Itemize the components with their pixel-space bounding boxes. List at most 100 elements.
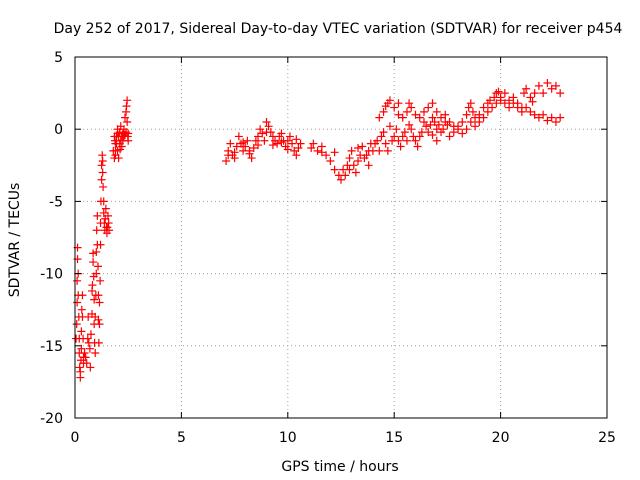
data-point [345, 154, 354, 163]
data-point [415, 113, 424, 122]
data-point [98, 156, 107, 165]
data-point [475, 117, 484, 126]
data-point [379, 128, 388, 137]
data-point [428, 99, 437, 108]
data-point [288, 139, 297, 148]
data-point [526, 93, 535, 102]
data-point [428, 130, 437, 139]
data-point [439, 125, 448, 134]
data-point [375, 146, 384, 155]
data-point [77, 305, 86, 314]
data-point [390, 132, 399, 141]
data-point [258, 129, 267, 138]
data-point [530, 89, 539, 98]
data-point [317, 148, 326, 157]
data-point [432, 107, 441, 116]
data-point [530, 110, 539, 119]
data-point [294, 143, 303, 152]
data-point [224, 151, 233, 160]
data-point [99, 182, 108, 191]
data-point [520, 89, 529, 98]
data-point [522, 84, 531, 93]
data-point [534, 113, 543, 122]
data-point [411, 136, 420, 145]
data-point [77, 344, 86, 353]
data-point [509, 99, 518, 108]
data-point [86, 330, 95, 339]
data-point [241, 142, 250, 151]
data-point [245, 149, 254, 158]
data-point [479, 113, 488, 122]
data-point [104, 219, 113, 228]
data-point [283, 145, 292, 154]
data-point [254, 132, 263, 141]
x-tick-label: 25 [598, 430, 616, 446]
data-point [313, 146, 322, 155]
data-point [285, 132, 294, 141]
data-point [268, 141, 277, 150]
data-point [99, 208, 108, 217]
data-point [441, 110, 450, 119]
data-point [458, 129, 467, 138]
data-point [392, 125, 401, 134]
data-point [522, 103, 531, 112]
data-point [226, 139, 235, 148]
data-point [383, 146, 392, 155]
data-point [123, 132, 132, 141]
data-point [394, 110, 403, 119]
data-point [254, 141, 263, 150]
data-point [405, 99, 414, 108]
data-point [381, 102, 390, 111]
data-point [494, 87, 503, 96]
data-point [111, 136, 120, 145]
data-point [400, 128, 409, 137]
data-point [109, 146, 118, 155]
data-point [464, 103, 473, 112]
data-point [94, 315, 103, 324]
x-tick-label: 20 [492, 430, 510, 446]
data-point [86, 363, 95, 372]
data-point [264, 122, 273, 131]
data-point [123, 96, 132, 105]
data-point [424, 128, 433, 137]
data-point [256, 125, 265, 134]
data-point [415, 132, 424, 141]
x-tick-label: 10 [279, 430, 297, 446]
data-point [97, 161, 106, 170]
data-point [407, 103, 416, 112]
x-axis-label: GPS time / hours [281, 459, 398, 475]
data-point [445, 132, 454, 141]
data-point [483, 107, 492, 116]
data-point [290, 146, 299, 155]
y-tick-label: -15 [40, 339, 63, 355]
data-point [72, 320, 81, 329]
data-point [101, 204, 110, 213]
data-point [92, 226, 101, 235]
data-point [92, 247, 101, 256]
data-point [437, 113, 446, 122]
data-point [76, 367, 85, 376]
x-tick-label: 5 [177, 430, 186, 446]
data-point [95, 298, 104, 307]
data-point [81, 353, 90, 362]
data-point [466, 117, 475, 126]
data-point [330, 148, 339, 157]
data-point [239, 138, 248, 147]
data-point [385, 122, 394, 131]
data-point [251, 136, 260, 145]
data-point [349, 161, 358, 170]
data-point [283, 136, 292, 145]
data-point [347, 146, 356, 155]
data-point [354, 143, 363, 152]
data-point [234, 132, 243, 141]
data-point [547, 113, 556, 122]
data-point [94, 338, 103, 347]
data-point [505, 96, 514, 105]
data-point [362, 151, 371, 160]
data-point [243, 136, 252, 145]
data-point [73, 276, 82, 285]
data-point [430, 117, 439, 126]
data-point [479, 103, 488, 112]
data-point [90, 295, 99, 304]
